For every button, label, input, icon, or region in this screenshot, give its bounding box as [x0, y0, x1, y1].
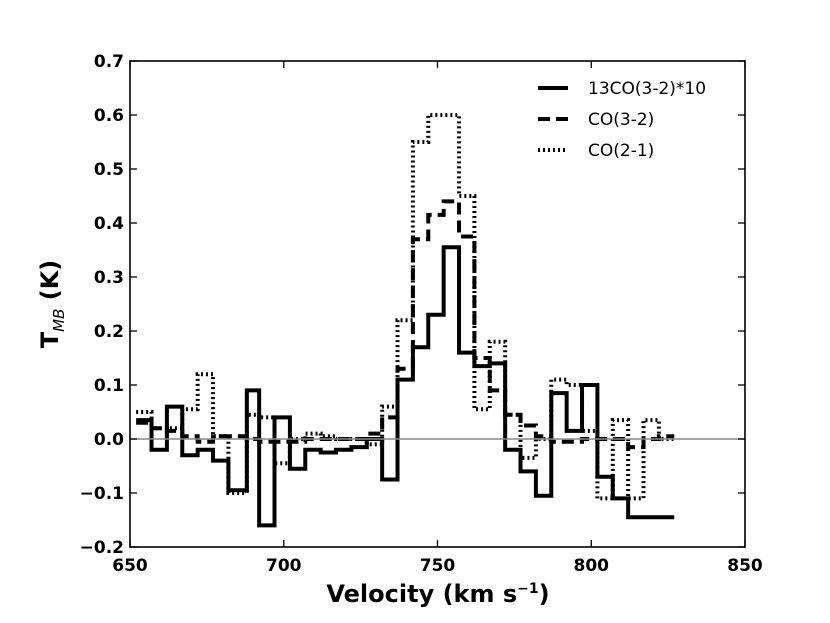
legend-label: CO(2-1)	[588, 141, 654, 161]
y-tick-label: 0.2	[94, 322, 124, 342]
y-tick-label: 0.5	[94, 160, 124, 180]
series-layer	[136, 113, 675, 528]
series-line-13CO(3-2)*10	[136, 245, 675, 528]
x-tick-label: 700	[266, 556, 302, 576]
x-tick-label: 850	[727, 556, 763, 576]
y-axis-title: TMB (K)	[36, 260, 68, 349]
x-axis-title-superscript: −1	[517, 581, 538, 597]
y-tick-label: −0.1	[80, 484, 124, 504]
y-axis-title-subscript: MB	[50, 309, 68, 332]
y-tick-label: 0.1	[94, 376, 124, 396]
x-tick-label: 750	[420, 556, 456, 576]
x-tick-label: 800	[574, 556, 610, 576]
y-tick-label: 0.4	[94, 214, 124, 234]
legend-label: CO(3-2)	[588, 110, 654, 130]
y-tick-label: 0.0	[94, 430, 124, 450]
y-tick-label: 0.7	[94, 52, 124, 72]
x-tick-label: 650	[112, 556, 148, 576]
y-tick-label: 0.6	[94, 106, 124, 126]
legend-label: 13CO(3-2)*10	[588, 79, 706, 99]
legend: 13CO(3-2)*10 CO(3-2) CO(2-1)	[538, 79, 706, 161]
y-tick-label: −0.2	[80, 538, 124, 558]
series-line-CO(3-2)	[136, 199, 675, 450]
tick-layer: 650 700 750 800 850 −0.2 −0.1 0.0 0.1 0.2 0.3 0.4 0.…	[80, 52, 763, 576]
x-axis-title: Velocity (km s−1)	[326, 580, 549, 608]
plot-frame	[129, 60, 746, 548]
series-line-CO(2-1)	[136, 113, 675, 501]
y-tick-label: 0.3	[94, 268, 124, 288]
